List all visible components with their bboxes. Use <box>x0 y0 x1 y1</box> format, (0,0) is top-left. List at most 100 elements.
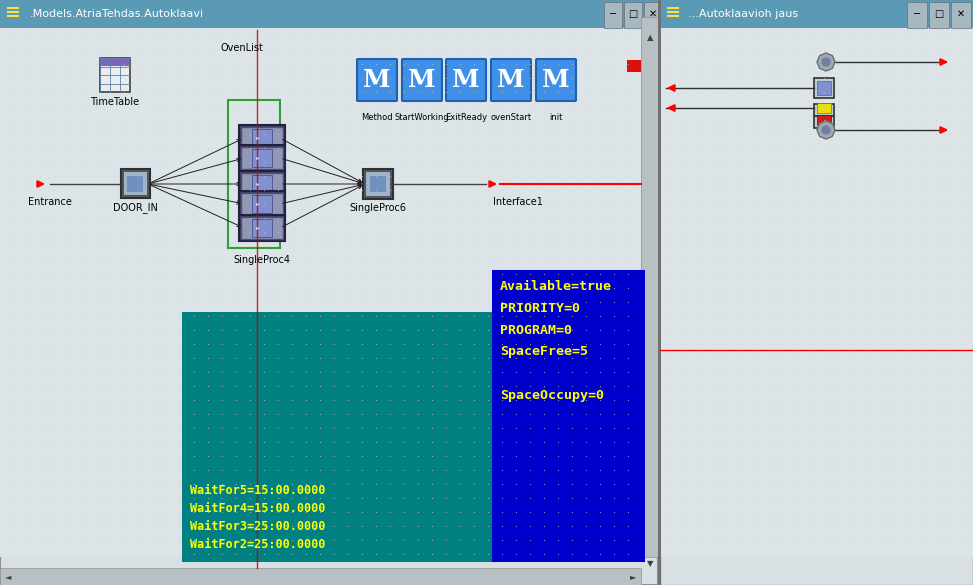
Text: ►: ► <box>256 136 260 140</box>
FancyBboxPatch shape <box>491 59 531 101</box>
Text: ▼: ▼ <box>647 559 653 569</box>
Bar <box>658 0 661 585</box>
Bar <box>370 176 386 192</box>
Text: Interface1: Interface1 <box>493 197 543 207</box>
Bar <box>182 312 492 562</box>
Text: ovenStart: ovenStart <box>490 113 531 122</box>
Text: WaitFor5=15:00.0000: WaitFor5=15:00.0000 <box>190 483 325 497</box>
Text: .Models.AtriaTehdas.Autoklaavi: .Models.AtriaTehdas.Autoklaavi <box>30 9 204 19</box>
FancyBboxPatch shape <box>536 59 576 101</box>
Text: −: − <box>609 9 617 19</box>
Bar <box>239 145 285 171</box>
Bar <box>644 2 662 28</box>
Bar <box>660 0 973 28</box>
Text: −: − <box>913 9 921 19</box>
Text: PROGRAM=0: PROGRAM=0 <box>500 324 572 336</box>
Bar <box>241 217 283 239</box>
Polygon shape <box>817 121 835 139</box>
Bar <box>0 0 658 28</box>
FancyBboxPatch shape <box>446 59 486 101</box>
Text: Method: Method <box>361 113 393 122</box>
Text: M: M <box>409 68 436 92</box>
Text: WaitFor2=25:00.0000: WaitFor2=25:00.0000 <box>190 538 325 550</box>
Text: init: init <box>550 113 562 122</box>
Bar <box>252 175 272 193</box>
Bar <box>641 17 658 557</box>
Text: ...Autoklaavioh jaus: ...Autoklaavioh jaus <box>688 9 798 19</box>
Text: □: □ <box>934 9 944 19</box>
Text: M: M <box>497 68 524 92</box>
Bar <box>127 176 143 192</box>
Text: ▲: ▲ <box>647 33 653 43</box>
Text: ►: ► <box>256 181 260 187</box>
Text: ►: ► <box>256 156 260 160</box>
Text: ►: ► <box>630 573 636 581</box>
Text: SingleProc4: SingleProc4 <box>234 255 291 265</box>
Bar <box>252 149 272 167</box>
Bar <box>363 169 393 199</box>
Bar <box>100 58 130 92</box>
Bar <box>817 81 831 95</box>
FancyBboxPatch shape <box>402 59 442 101</box>
Bar <box>241 193 283 215</box>
Bar <box>627 60 641 72</box>
Bar <box>660 0 973 585</box>
Text: WaitFor4=15:00.0000: WaitFor4=15:00.0000 <box>190 501 325 514</box>
Text: SpaceOccupy=0: SpaceOccupy=0 <box>500 390 604 402</box>
Text: ►: ► <box>256 201 260 207</box>
Polygon shape <box>822 58 830 66</box>
Bar <box>907 2 927 28</box>
Bar <box>0 0 658 585</box>
Bar <box>241 127 283 149</box>
Text: SpaceFree=5: SpaceFree=5 <box>500 346 588 359</box>
Bar <box>241 173 283 195</box>
Bar <box>239 191 285 217</box>
Text: M: M <box>452 68 480 92</box>
Bar <box>814 78 834 98</box>
Bar <box>814 116 834 128</box>
Bar <box>660 17 973 557</box>
Text: DOOR_IN: DOOR_IN <box>113 202 158 214</box>
Bar <box>121 169 150 198</box>
Text: ✕: ✕ <box>649 9 657 19</box>
Bar <box>252 129 272 147</box>
Bar <box>624 2 642 28</box>
Bar <box>365 171 391 197</box>
Text: OvenList: OvenList <box>221 43 264 53</box>
Text: TimeTable: TimeTable <box>90 97 139 107</box>
Bar <box>951 2 971 28</box>
Polygon shape <box>822 126 830 134</box>
Bar <box>241 147 283 169</box>
Bar <box>929 2 949 28</box>
FancyBboxPatch shape <box>357 59 397 101</box>
Text: Available=true: Available=true <box>500 280 612 292</box>
Bar <box>239 171 285 197</box>
Bar <box>817 115 831 125</box>
Bar <box>604 2 622 28</box>
Text: PRIORITY=0: PRIORITY=0 <box>500 301 580 315</box>
Text: □: □ <box>629 9 637 19</box>
Text: WaitFor3=25:00.0000: WaitFor3=25:00.0000 <box>190 519 325 532</box>
Polygon shape <box>817 53 835 71</box>
Bar <box>814 104 834 116</box>
Bar <box>252 195 272 213</box>
Text: M: M <box>542 68 570 92</box>
Text: ◄: ◄ <box>5 573 12 581</box>
Bar <box>239 215 285 241</box>
Bar <box>228 100 280 248</box>
Bar <box>123 171 148 196</box>
Text: ✕: ✕ <box>956 9 965 19</box>
Bar <box>817 103 831 113</box>
Text: ►: ► <box>256 225 260 230</box>
Text: Entrance: Entrance <box>28 197 72 207</box>
Text: ExitReady: ExitReady <box>445 113 487 122</box>
Bar <box>0 568 641 585</box>
Text: M: M <box>363 68 391 92</box>
Text: StartWorking: StartWorking <box>395 113 450 122</box>
Text: SingleProc6: SingleProc6 <box>349 203 407 213</box>
Bar <box>0 17 641 557</box>
Bar <box>252 219 272 237</box>
Bar <box>492 270 645 562</box>
Bar <box>239 125 285 151</box>
Bar <box>100 58 130 66</box>
